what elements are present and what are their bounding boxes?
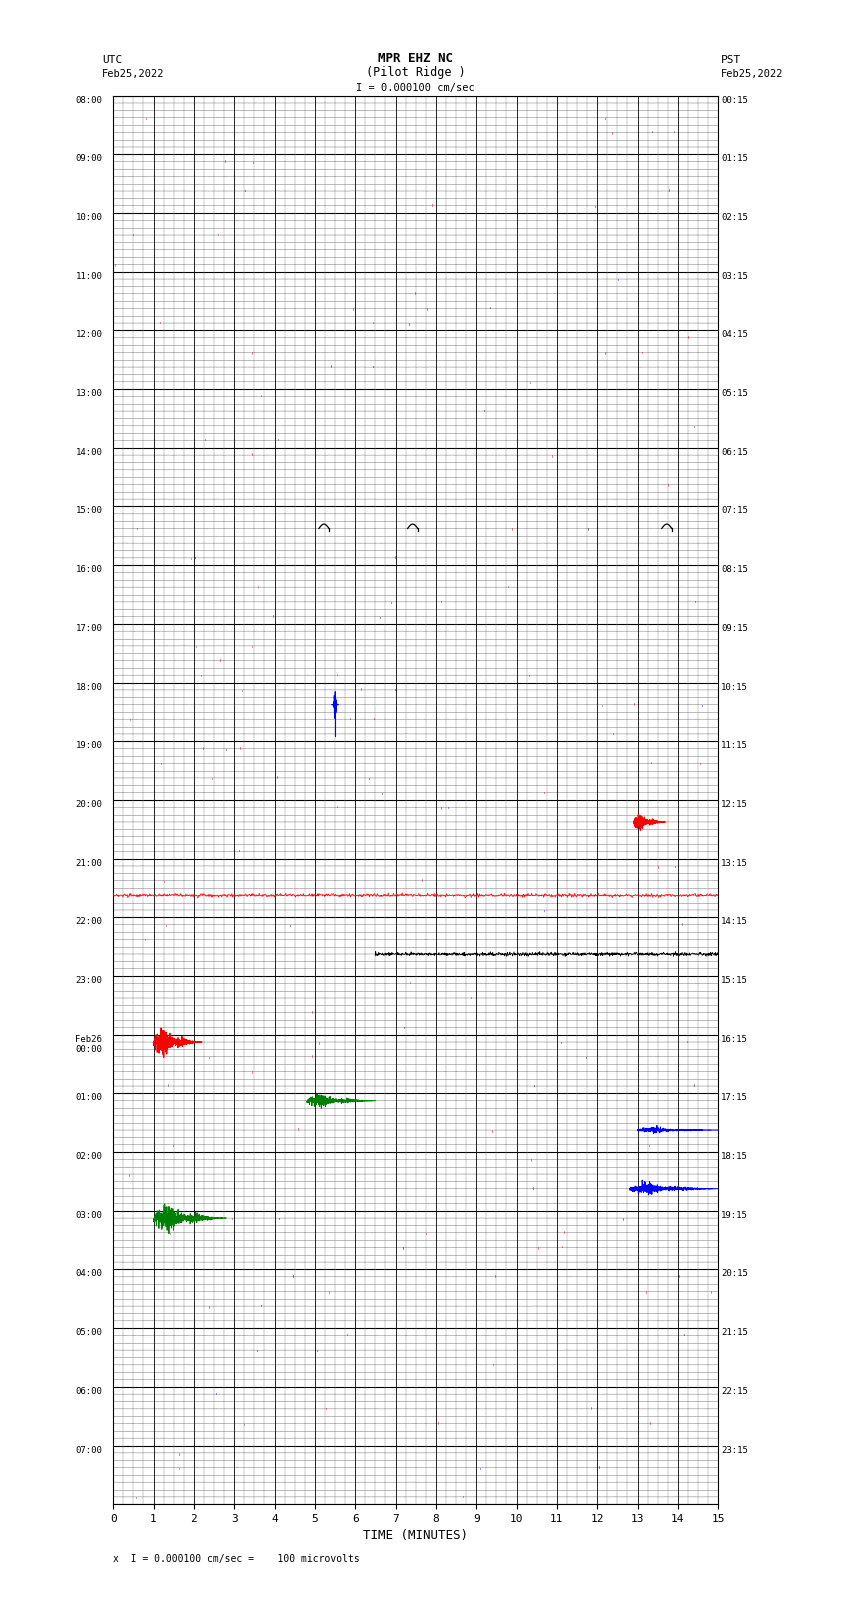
Text: 15:00: 15:00 [76,506,102,516]
Text: 12:00: 12:00 [76,331,102,339]
Text: 17:15: 17:15 [722,1094,748,1102]
Text: 01:15: 01:15 [722,155,748,163]
Text: 05:15: 05:15 [722,389,748,398]
Text: 13:15: 13:15 [722,858,748,868]
Text: 23:00: 23:00 [76,976,102,986]
X-axis label: TIME (MINUTES): TIME (MINUTES) [363,1529,468,1542]
Text: 14:00: 14:00 [76,448,102,456]
Text: 03:00: 03:00 [76,1211,102,1219]
Text: 18:15: 18:15 [722,1152,748,1161]
Text: 22:00: 22:00 [76,918,102,926]
Text: UTC: UTC [102,55,122,65]
Text: 16:00: 16:00 [76,565,102,574]
Text: PST: PST [722,55,741,65]
Text: I = 0.000100 cm/sec: I = 0.000100 cm/sec [356,82,475,94]
Text: 02:00: 02:00 [76,1152,102,1161]
Text: Feb25,2022: Feb25,2022 [722,69,784,79]
Text: 04:00: 04:00 [76,1269,102,1279]
Text: 08:15: 08:15 [722,565,748,574]
Text: (Pilot Ridge ): (Pilot Ridge ) [366,66,466,79]
Text: 03:15: 03:15 [722,271,748,281]
Text: 14:15: 14:15 [722,918,748,926]
Text: 15:15: 15:15 [722,976,748,986]
Text: 02:15: 02:15 [722,213,748,223]
Text: 19:00: 19:00 [76,742,102,750]
Text: 21:00: 21:00 [76,858,102,868]
Text: 10:00: 10:00 [76,213,102,223]
Text: 19:15: 19:15 [722,1211,748,1219]
Text: 23:15: 23:15 [722,1445,748,1455]
Text: 20:00: 20:00 [76,800,102,810]
Text: 09:15: 09:15 [722,624,748,632]
Text: MPR EHZ NC: MPR EHZ NC [378,52,453,65]
Text: 11:00: 11:00 [76,271,102,281]
Text: 20:15: 20:15 [722,1269,748,1279]
Text: 01:00: 01:00 [76,1094,102,1102]
Text: 11:15: 11:15 [722,742,748,750]
Text: Feb26
00:00: Feb26 00:00 [76,1034,102,1053]
Text: 21:15: 21:15 [722,1327,748,1337]
Text: 12:15: 12:15 [722,800,748,810]
Text: 08:00: 08:00 [76,95,102,105]
Text: 18:00: 18:00 [76,682,102,692]
Text: Feb25,2022: Feb25,2022 [102,69,165,79]
Text: 06:00: 06:00 [76,1387,102,1395]
Text: 06:15: 06:15 [722,448,748,456]
Text: 17:00: 17:00 [76,624,102,632]
Text: 05:00: 05:00 [76,1327,102,1337]
Text: x  I = 0.000100 cm/sec =    100 microvolts: x I = 0.000100 cm/sec = 100 microvolts [113,1553,360,1563]
Text: 22:15: 22:15 [722,1387,748,1395]
Text: 00:15: 00:15 [722,95,748,105]
Text: 04:15: 04:15 [722,331,748,339]
Text: 07:15: 07:15 [722,506,748,516]
Text: 09:00: 09:00 [76,155,102,163]
Text: 16:15: 16:15 [722,1034,748,1044]
Text: 07:00: 07:00 [76,1445,102,1455]
Text: 10:15: 10:15 [722,682,748,692]
Text: 13:00: 13:00 [76,389,102,398]
